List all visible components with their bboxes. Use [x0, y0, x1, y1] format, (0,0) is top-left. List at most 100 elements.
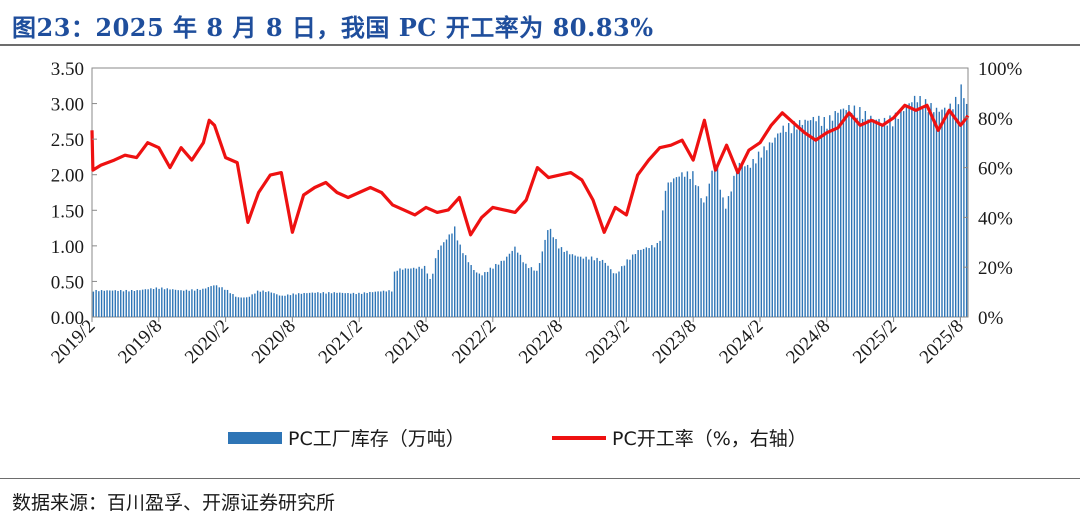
- right-axis-tick-label: 40%: [978, 208, 1013, 229]
- inventory-bar: [705, 196, 708, 317]
- inventory-bar: [144, 289, 147, 317]
- inventory-bars: [92, 84, 968, 318]
- inventory-bar: [292, 293, 294, 317]
- inventory-bar: [284, 295, 286, 317]
- inventory-bar: [467, 262, 470, 317]
- inventory-bar: [111, 290, 114, 317]
- inventory-bar: [963, 98, 965, 317]
- inventory-bar: [837, 112, 839, 317]
- inventory-bar: [621, 266, 623, 317]
- inventory-bar: [478, 273, 481, 317]
- inventory-bar: [341, 292, 344, 317]
- inventory-bar: [612, 273, 615, 317]
- inventory-bar: [771, 142, 773, 317]
- inventory-bar: [177, 290, 179, 317]
- inventory-bar: [922, 108, 924, 318]
- inventory-bar: [278, 295, 281, 317]
- inventory-bar: [719, 189, 721, 317]
- inventory-bar: [599, 261, 601, 317]
- inventory-bar: [686, 171, 689, 317]
- inventory-bar: [404, 268, 407, 317]
- inventory-bar: [670, 182, 672, 317]
- inventory-bar: [133, 291, 136, 317]
- inventory-bar: [659, 240, 661, 317]
- inventory-bar: [229, 293, 231, 317]
- title-divider: [0, 44, 1080, 46]
- inventory-bar: [637, 250, 639, 317]
- inventory-bar: [878, 118, 880, 317]
- inventory-bar: [785, 131, 787, 317]
- inventory-bar: [199, 289, 201, 317]
- inventory-bar: [755, 163, 757, 317]
- inventory-bar: [763, 146, 765, 317]
- inventory-bar: [541, 251, 544, 317]
- inventory-bar: [254, 293, 256, 317]
- inventory-bar: [892, 126, 894, 317]
- inventory-bar: [388, 290, 390, 317]
- inventory-bar: [829, 115, 831, 318]
- inventory-bar: [473, 270, 475, 317]
- inventory-bar: [237, 297, 240, 317]
- inventory-bar: [856, 117, 858, 317]
- inventory-bar: [648, 248, 650, 317]
- inventory-bar: [475, 272, 478, 317]
- inventory-bar: [875, 119, 877, 318]
- x-axis-tick-label: 2020/8: [248, 316, 300, 368]
- inventory-bar: [848, 105, 850, 317]
- inventory-bar: [886, 125, 888, 317]
- inventory-bar: [243, 297, 245, 317]
- inventory-bar: [790, 133, 793, 317]
- inventory-bar: [399, 268, 401, 317]
- inventory-bar: [941, 109, 943, 317]
- inventory-bar: [629, 259, 631, 317]
- inventory-bar: [152, 289, 155, 317]
- inventory-bar: [708, 183, 711, 317]
- inventory-bar: [930, 103, 932, 317]
- inventory-bar: [656, 243, 658, 317]
- inventory-bar: [927, 112, 930, 317]
- inventory-bar: [547, 230, 549, 317]
- inventory-bar: [232, 294, 234, 317]
- inventory-bar: [689, 178, 691, 317]
- inventory-bar: [440, 245, 442, 317]
- x-axis-tick-label: 2022/2: [448, 316, 500, 368]
- left-axis-tick-label: 3.50: [51, 59, 84, 80]
- inventory-bar: [412, 267, 415, 317]
- right-axis-tick-label: 0%: [978, 308, 1004, 329]
- left-axis-tick-label: 3.00: [51, 95, 84, 116]
- inventory-bar: [150, 288, 152, 317]
- inventory-bar: [248, 296, 251, 317]
- inventory-bar: [161, 287, 163, 317]
- inventory-bar: [812, 116, 815, 318]
- inventory-bar: [295, 294, 297, 317]
- inventory-bar: [645, 247, 648, 317]
- inventory-bar: [651, 245, 653, 317]
- inventory-bar: [766, 150, 768, 317]
- inventory-bar: [125, 289, 127, 317]
- inventory-bar: [845, 110, 847, 317]
- inventory-bar: [508, 253, 511, 317]
- inventory-bar: [128, 291, 130, 317]
- inventory-bar: [451, 233, 453, 317]
- inventory-bar: [188, 290, 190, 317]
- inventory-bar: [779, 132, 782, 317]
- inventory-bar: [741, 164, 743, 317]
- inventory-bar: [235, 296, 237, 317]
- inventory-bar: [287, 294, 289, 317]
- inventory-bar: [311, 292, 314, 317]
- inventory-bar: [722, 197, 724, 317]
- inventory-bar: [506, 256, 508, 317]
- chart: 0.00 0.50 1.00 1.50 2.00 2.50 3.00 3.50 0% 20% 40%…: [47, 59, 1022, 450]
- inventory-bar: [815, 121, 817, 317]
- inventory-bar: [714, 161, 716, 317]
- inventory-bar: [443, 242, 445, 317]
- inventory-bar: [369, 291, 371, 317]
- inventory-bar: [306, 293, 308, 317]
- inventory-bar: [374, 291, 377, 317]
- inventory-bar: [867, 119, 869, 317]
- inventory-bar: [894, 112, 897, 318]
- inventory-bar: [607, 265, 609, 317]
- inventory-bar: [207, 287, 210, 317]
- inventory-bar: [114, 290, 116, 317]
- inventory-bar: [462, 253, 464, 317]
